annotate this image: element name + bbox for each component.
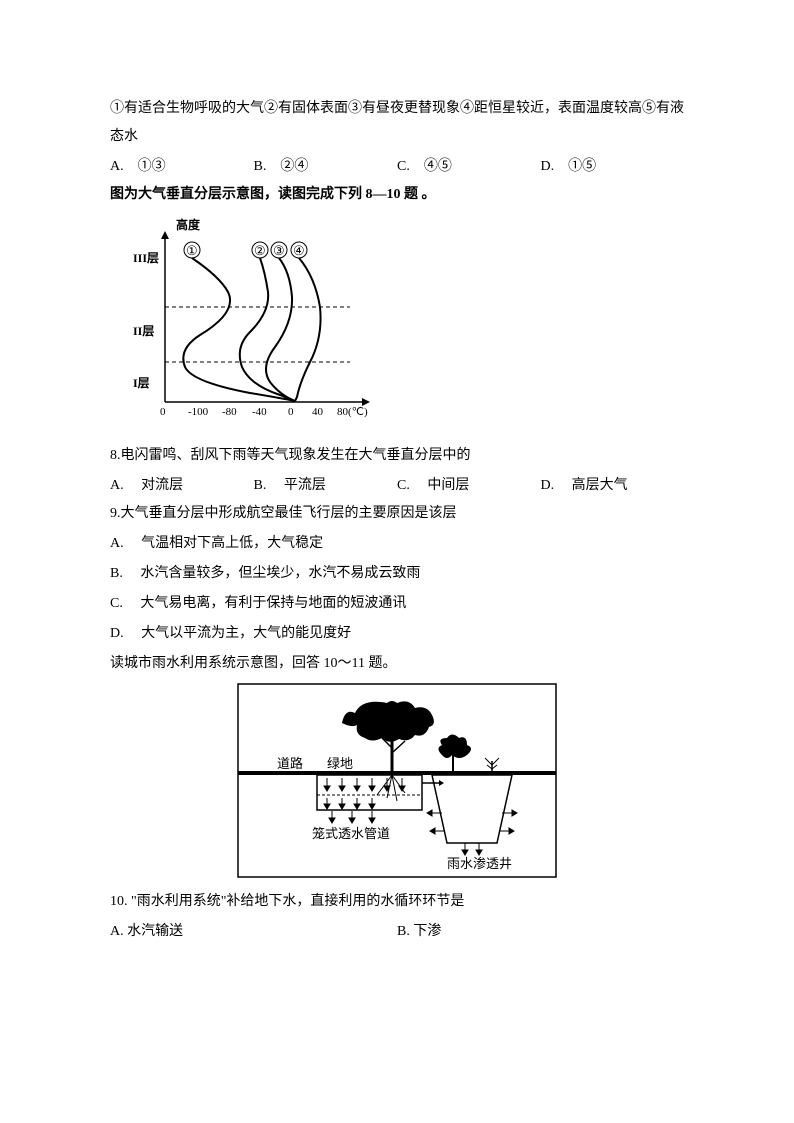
xtick-3: -40: [252, 406, 267, 418]
layer1-label: I层: [133, 376, 150, 390]
layer2-label: II层: [133, 324, 154, 338]
curve1-label: ①: [186, 243, 198, 258]
q10-option-b: B. 下渗: [397, 918, 684, 946]
q9-a-text: 气温相对下高上低，大气稳定: [141, 536, 323, 551]
q8-b-text: 平流层: [284, 478, 326, 493]
well-label: 雨水渗透井: [447, 856, 512, 871]
green-label: 绿地: [327, 756, 353, 771]
option-b: B. ②④: [254, 153, 398, 181]
plant-icon: [485, 758, 499, 773]
q8-option-a: A. 对流层: [110, 472, 254, 500]
xtick-0: 0: [160, 406, 166, 418]
atmosphere-svg: 高度 III层 II层 I层 ① ② ③ ④ 0 -100 -80 -4: [130, 217, 390, 427]
xtick-5: 40: [312, 406, 324, 418]
intro-options: A. ①③ B. ②④ C. ④⑤ D. ①⑤: [110, 153, 684, 181]
option-c: C. ④⑤: [397, 153, 541, 181]
q10-text: 10. "雨水利用系统"补给地下水，直接利用的水循环环节是: [110, 888, 684, 916]
layer3-label: III层: [133, 251, 159, 265]
q9-option-b: B. 水汽含量较多，但尘埃少，水汽不易成云致雨: [110, 560, 684, 588]
q8-a-text: 对流层: [141, 478, 183, 493]
xtick-1: -100: [188, 406, 209, 418]
option-a-text: ①③: [138, 159, 166, 174]
xtick-2: -80: [222, 406, 237, 418]
q9-c-text: 大气易电离，有利于保持与地面的短波通讯: [140, 596, 406, 611]
option-d-text: ①⑤: [568, 159, 596, 174]
roots-icon: [377, 775, 405, 801]
q10-b-text: 下渗: [413, 924, 441, 939]
q9-d-text: 大气以平流为主，大气的能见度好: [141, 626, 351, 641]
q10-option-a: A. 水汽输送: [110, 918, 397, 946]
section2-intro: 读城市雨水利用系统示意图，回答 10～11 题。: [110, 650, 684, 678]
xtick-6: 80(℃): [337, 406, 368, 418]
y-axis-label: 高度: [176, 217, 201, 232]
diagram1-intro: 图为大气垂直分层示意图，读图完成下列 8—10 题 。: [110, 181, 684, 209]
arrows-bottom: [329, 811, 375, 823]
q8-options: A. 对流层 B. 平流层 C. 中间层 D. 高层大气: [110, 472, 684, 500]
q8-c-text: 中间层: [427, 478, 469, 493]
curve4-label: ④: [293, 243, 305, 258]
intro-statement: ①有适合生物呼吸的大气②有固体表面③有昼夜更替现象④距恒星较近，表面温度较高⑤有…: [110, 95, 684, 151]
q8-option-c: C. 中间层: [397, 472, 541, 500]
option-c-text: ④⑤: [424, 159, 452, 174]
road-label: 道路: [277, 756, 303, 771]
q10-a-text: 水汽输送: [127, 924, 183, 939]
q9-option-a: A. 气温相对下高上低，大气稳定: [110, 530, 684, 558]
q8-d-text: 高层大气: [572, 478, 628, 493]
q10-options: A. 水汽输送 B. 下渗: [110, 918, 684, 946]
q8-option-b: B. 平流层: [254, 472, 398, 500]
tree-icon: [342, 701, 434, 773]
curve3-label: ③: [273, 243, 285, 258]
q9-option-d: D. 大气以平流为主，大气的能见度好: [110, 620, 684, 648]
arrows-row2: [324, 798, 375, 809]
rainwater-diagram: 道路 绿地: [237, 683, 557, 878]
xtick-4: 0: [288, 406, 294, 418]
pipe-label: 笼式透水管道: [312, 826, 390, 841]
rainwater-svg: 道路 绿地: [237, 683, 557, 878]
q9-option-c: C. 大气易电离，有利于保持与地面的短波通讯: [110, 590, 684, 618]
option-a: A. ①③: [110, 153, 254, 181]
option-b-text: ②④: [280, 159, 308, 174]
q8-option-d: D. 高层大气: [541, 472, 685, 500]
atmosphere-diagram: 高度 III层 II层 I层 ① ② ③ ④ 0 -100 -80 -4: [130, 217, 390, 427]
bush-icon: [439, 735, 472, 774]
q8-text: 8.电闪雷鸣、刮风下雨等天气现象发生在大气垂直分层中的: [110, 442, 684, 470]
curve2-label: ②: [254, 243, 266, 258]
option-d: D. ①⑤: [541, 153, 685, 181]
q9-text: 9.大气垂直分层中形成航空最佳飞行层的主要原因是该层: [110, 500, 684, 528]
q9-b-text: 水汽含量较多，但尘埃少，水汽不易成云致雨: [140, 566, 420, 581]
